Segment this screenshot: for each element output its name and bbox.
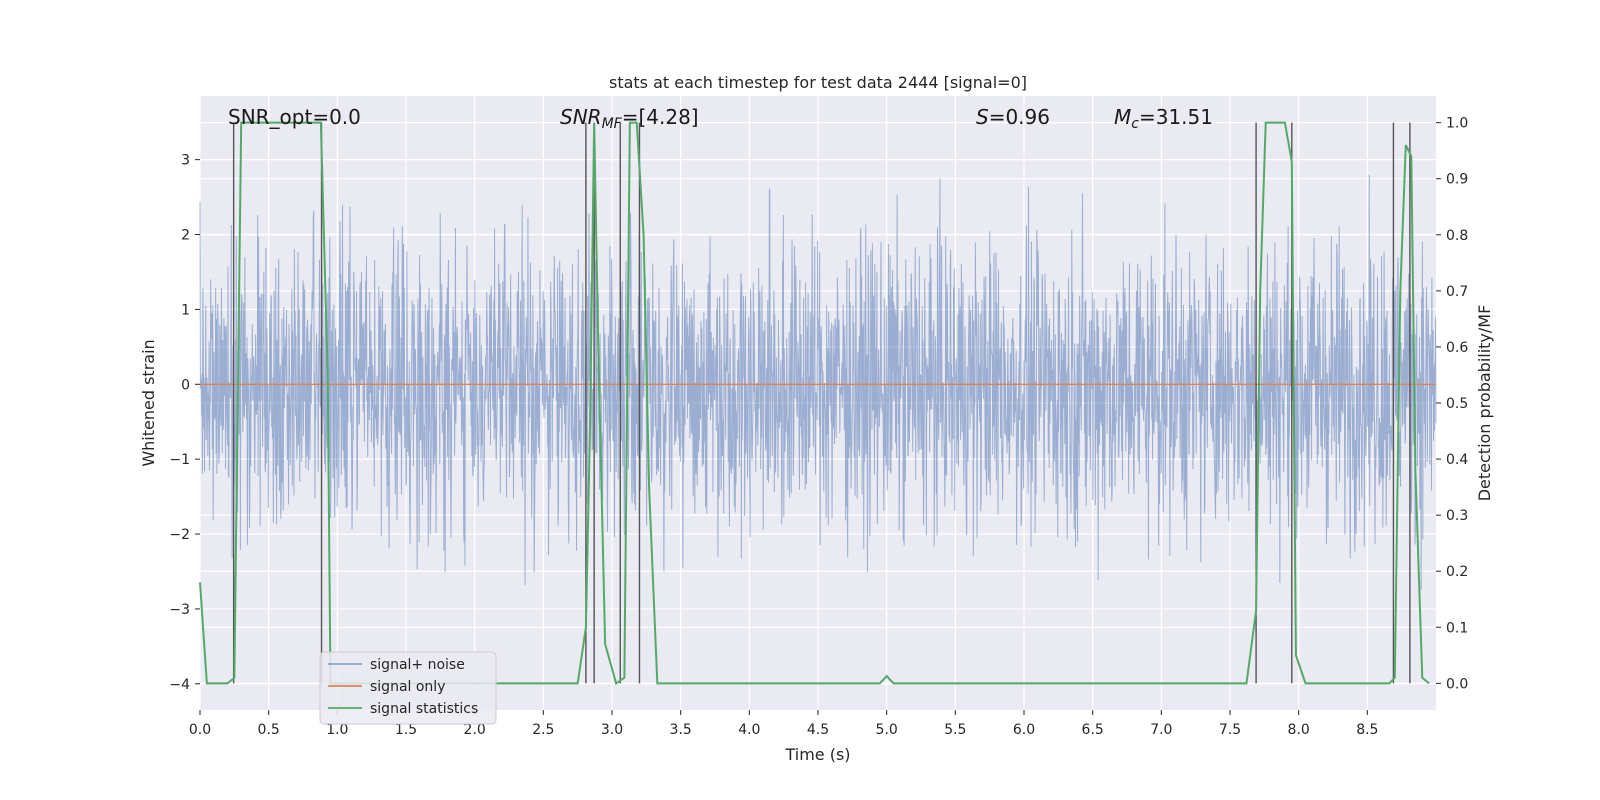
x-tick-label: 5.0 (876, 722, 898, 738)
signal-noise-line (199, 175, 1437, 590)
y-right-tick-label: 0.3 (1446, 508, 1468, 524)
x-tick-label: 7.5 (1219, 722, 1241, 738)
y-left-tick-label: −4 (169, 677, 190, 693)
y-right-tick-label: 0.8 (1446, 228, 1468, 244)
x-tick-label: 2.5 (532, 722, 554, 738)
y-right-tick-label: 0.1 (1446, 620, 1468, 636)
x-tick-label: 1.5 (395, 722, 417, 738)
x-tick-label: 8.0 (1288, 722, 1310, 738)
y-left-tick-label: 1 (181, 302, 190, 318)
y-right-tick-label: 0.7 (1446, 284, 1468, 300)
y-right-tick-label: 0.0 (1446, 676, 1468, 692)
y-axis-right-ticks: 0.0 0.1 0.2 0.3 0.4 0.5 0.6 0.7 0.8 0.9 1.0 (1436, 116, 1468, 692)
x-tick-label: 4.5 (807, 722, 829, 738)
grid (199, 96, 1436, 710)
y-axis-right-label: Detection probability/MF (1475, 305, 1494, 502)
y-right-tick-label: 0.4 (1446, 452, 1468, 468)
y-left-tick-label: 2 (181, 228, 190, 244)
legend-label-signal: signal only (370, 679, 445, 695)
x-tick-label: 5.5 (944, 722, 966, 738)
y-right-tick-label: 1.0 (1446, 116, 1468, 132)
x-axis-label: Time (s) (784, 745, 850, 764)
x-tick-label: 1.0 (326, 722, 348, 738)
x-tick-label: 0.0 (189, 722, 211, 738)
signal-statistics-series (199, 121, 1430, 685)
y-axis-left-label: Whitened strain (139, 339, 158, 466)
y-left-tick-label: −2 (169, 527, 190, 543)
y-left-tick-label: 0 (181, 377, 190, 393)
x-tick-label: 0.5 (258, 722, 280, 738)
signal-noise-series (199, 175, 1437, 590)
annotation-snr-mf: SNRMF=[4.28] (560, 105, 699, 132)
legend-label-noise: signal+ noise (370, 657, 465, 673)
legend: signal+ noise signal only signal statist… (319, 651, 497, 725)
x-tick-label: 3.5 (670, 722, 692, 738)
x-tick-label: 2.0 (464, 722, 486, 738)
y-left-tick-label: −1 (169, 452, 190, 468)
x-axis-ticks: 0.0 0.5 1.0 1.5 2.0 2.5 3.0 3.5 4.0 4.5 5.0 5.5 6.0 6… (189, 710, 1378, 738)
y-axis-left-ticks: −4 −3 −2 −1 0 1 2 3 (169, 153, 200, 693)
x-tick-label: 4.0 (738, 722, 760, 738)
y-left-tick-label: −3 (169, 602, 190, 618)
y-left-tick-label: 3 (181, 153, 190, 169)
y-right-tick-label: 0.6 (1446, 340, 1468, 356)
y-right-tick-label: 0.9 (1446, 172, 1468, 188)
x-tick-label: 6.5 (1082, 722, 1104, 738)
x-tick-label: 7.0 (1150, 722, 1172, 738)
signal-statistics-line (199, 121, 1430, 685)
legend-box (319, 651, 497, 725)
x-tick-label: 8.5 (1356, 722, 1378, 738)
annotation-snr-opt: SNR_opt=0.0 (228, 105, 361, 129)
y-right-tick-label: 0.2 (1446, 564, 1468, 580)
x-tick-label: 6.0 (1013, 722, 1035, 738)
y-right-tick-label: 0.5 (1446, 396, 1468, 412)
annotation-s: S=0.96 (976, 105, 1050, 129)
chart-title: stats at each timestep for test data 244… (609, 73, 1027, 92)
annotation-mc: Mc=31.51 (1114, 105, 1213, 132)
x-tick-label: 3.0 (601, 722, 623, 738)
legend-label-stats: signal statistics (370, 701, 478, 717)
